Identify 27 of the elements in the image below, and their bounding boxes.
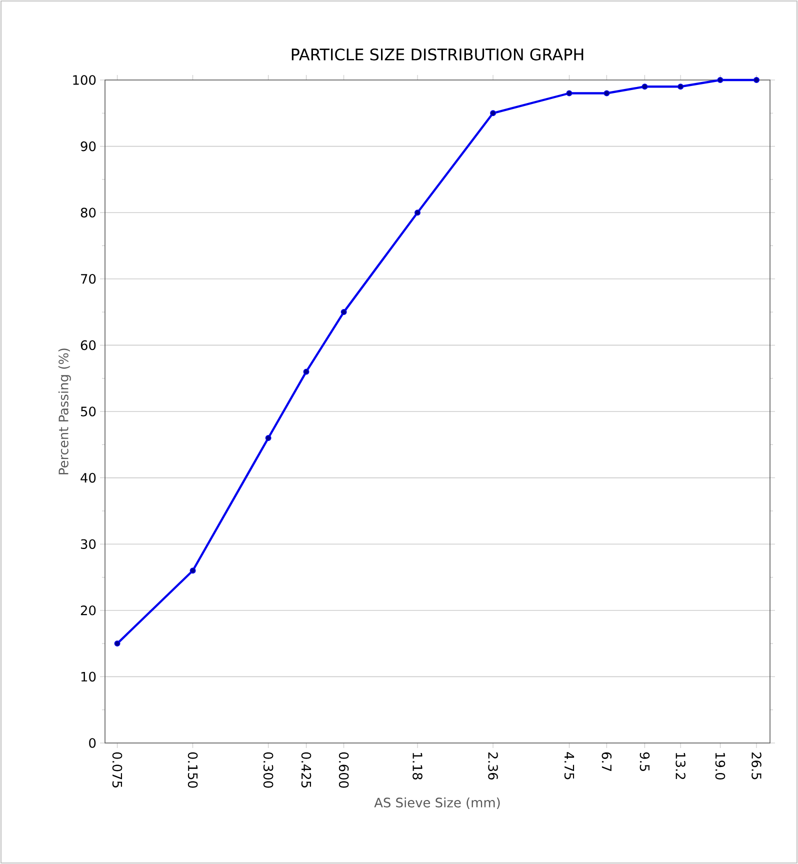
x-tick-label: 19.0	[715, 752, 726, 780]
y-tick-label: 30	[80, 539, 96, 549]
x-tick-label: 2.36	[488, 752, 498, 780]
y-tick-label: 40	[80, 472, 96, 483]
y-axis-title: Percent Passing (%)	[58, 348, 71, 474]
x-tick-label: 9.5	[640, 752, 650, 771]
x-tick-label: 0.425	[301, 752, 312, 788]
x-tick-label: 6.7	[602, 752, 612, 772]
x-tick-label: 0.075	[112, 752, 122, 788]
y-tick-label: 80	[80, 208, 96, 218]
x-axis-title: AS Sieve Size (mm)	[374, 797, 500, 809]
x-tick-label: 0.150	[188, 752, 198, 788]
y-tick-label: 100	[73, 75, 96, 85]
chart-title: PARTICLE SIZE DISTRIBUTION GRAPH	[292, 48, 584, 60]
y-tick-label: 20	[80, 606, 96, 616]
x-tick-label: 0.600	[338, 752, 349, 788]
x-tick-label: 4.75	[564, 752, 574, 780]
x-tick-label: 0.300	[263, 752, 274, 788]
x-tick-label: 26.5	[752, 752, 762, 780]
y-tick-label: 10	[81, 672, 96, 682]
x-tick-label: 1.18	[412, 752, 422, 780]
y-tick-label: 0	[89, 738, 96, 748]
y-tick-label: 50	[81, 406, 96, 416]
y-tick-label: 70	[81, 274, 96, 284]
x-tick-label: 13.2	[676, 752, 686, 780]
y-tick-label: 60	[80, 340, 96, 350]
y-tick-label: 90	[80, 141, 96, 152]
